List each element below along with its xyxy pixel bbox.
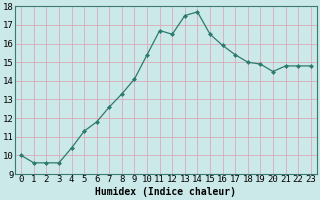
X-axis label: Humidex (Indice chaleur): Humidex (Indice chaleur) [95,187,236,197]
